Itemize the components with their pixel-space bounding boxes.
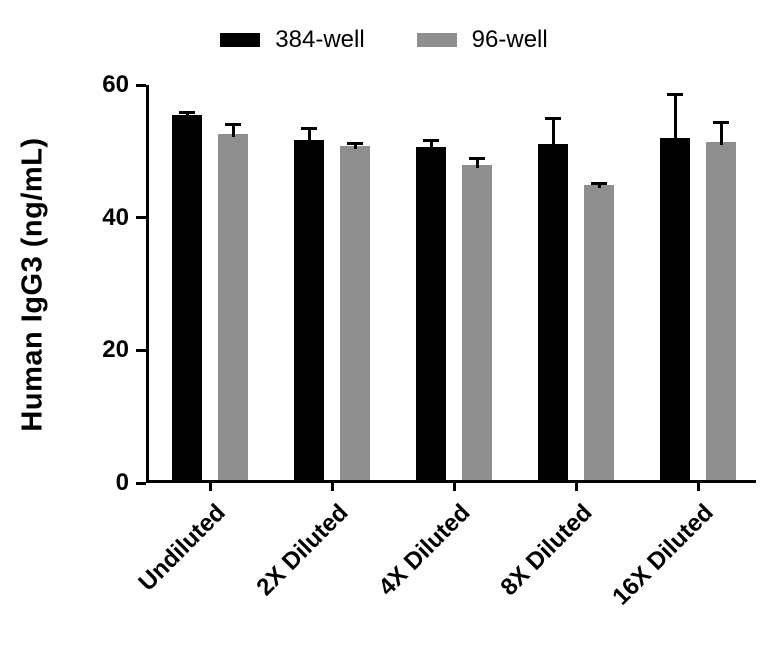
legend-swatch-96-well — [416, 33, 457, 47]
x-category-label: 4X Diluted — [373, 499, 476, 602]
bar-96-well — [340, 145, 370, 480]
error-bar-line — [429, 140, 433, 150]
bar-384-well — [538, 143, 568, 480]
error-bar-cap — [591, 181, 607, 185]
y-axis-tick-label: 40 — [102, 203, 129, 231]
x-category-label: 8X Diluted — [495, 499, 598, 602]
x-axis-tick — [696, 483, 700, 491]
error-bar-line — [307, 128, 311, 144]
legend-item-96-well: 96-well — [416, 26, 548, 54]
x-axis-tick — [330, 483, 334, 491]
error-bar-line — [475, 158, 479, 168]
error-bar-line — [673, 94, 677, 141]
bar-96-well — [706, 141, 736, 480]
bar-96-well — [462, 164, 492, 480]
bar-96-well — [584, 185, 614, 480]
error-bar-line — [185, 112, 189, 119]
bar-384-well — [172, 115, 202, 480]
error-bar-line — [353, 143, 357, 149]
y-axis-tick-label: 0 — [115, 469, 129, 496]
y-axis-title: Human IgG3 (ng/mL) — [8, 85, 58, 483]
error-bar-line — [231, 124, 235, 138]
legend-label-384-well: 384-well — [275, 26, 365, 53]
x-category-label: Undiluted — [133, 499, 232, 597]
error-bar-cap — [347, 141, 363, 145]
error-bar-line — [551, 118, 555, 147]
x-axis-tick — [208, 483, 212, 491]
bar-96-well — [218, 134, 248, 480]
y-axis-tick — [136, 481, 146, 485]
x-category-label: 16X Diluted — [607, 499, 720, 611]
legend-item-384-well: 384-well — [220, 26, 365, 54]
error-bar-line — [719, 122, 723, 145]
legend-swatch-384-well — [220, 33, 261, 47]
error-bar-cap — [301, 126, 317, 130]
x-category-label: 2X Diluted — [251, 499, 354, 602]
legend: 384-well 96-well — [0, 26, 768, 54]
bar-384-well — [294, 140, 324, 480]
y-axis-tick — [136, 216, 146, 220]
error-bar-cap — [469, 157, 485, 161]
error-bar-cap — [423, 139, 439, 143]
error-bar-line — [597, 183, 601, 189]
y-axis-tick-label: 20 — [102, 336, 129, 364]
y-axis-title-text: Human IgG3 (ng/mL) — [16, 136, 49, 432]
legend-label-96-well: 96-well — [471, 26, 548, 53]
bar-384-well — [660, 137, 690, 480]
error-bar-cap — [225, 123, 241, 127]
error-bar-cap — [713, 120, 729, 124]
y-axis-tick — [136, 83, 146, 87]
y-axis-tick-label: 60 — [102, 71, 129, 98]
error-bar-cap — [545, 116, 561, 120]
y-axis-tick — [136, 348, 146, 352]
x-axis-tick — [574, 483, 578, 491]
error-bar-cap — [179, 111, 195, 115]
error-bar-cap — [667, 92, 683, 96]
bar-384-well — [416, 147, 446, 480]
plot-area: 0 20 40 60 Undiluted 2X Diluted 4X Diluted 8X D… — [102, 71, 756, 611]
x-axis-tick — [452, 483, 456, 491]
